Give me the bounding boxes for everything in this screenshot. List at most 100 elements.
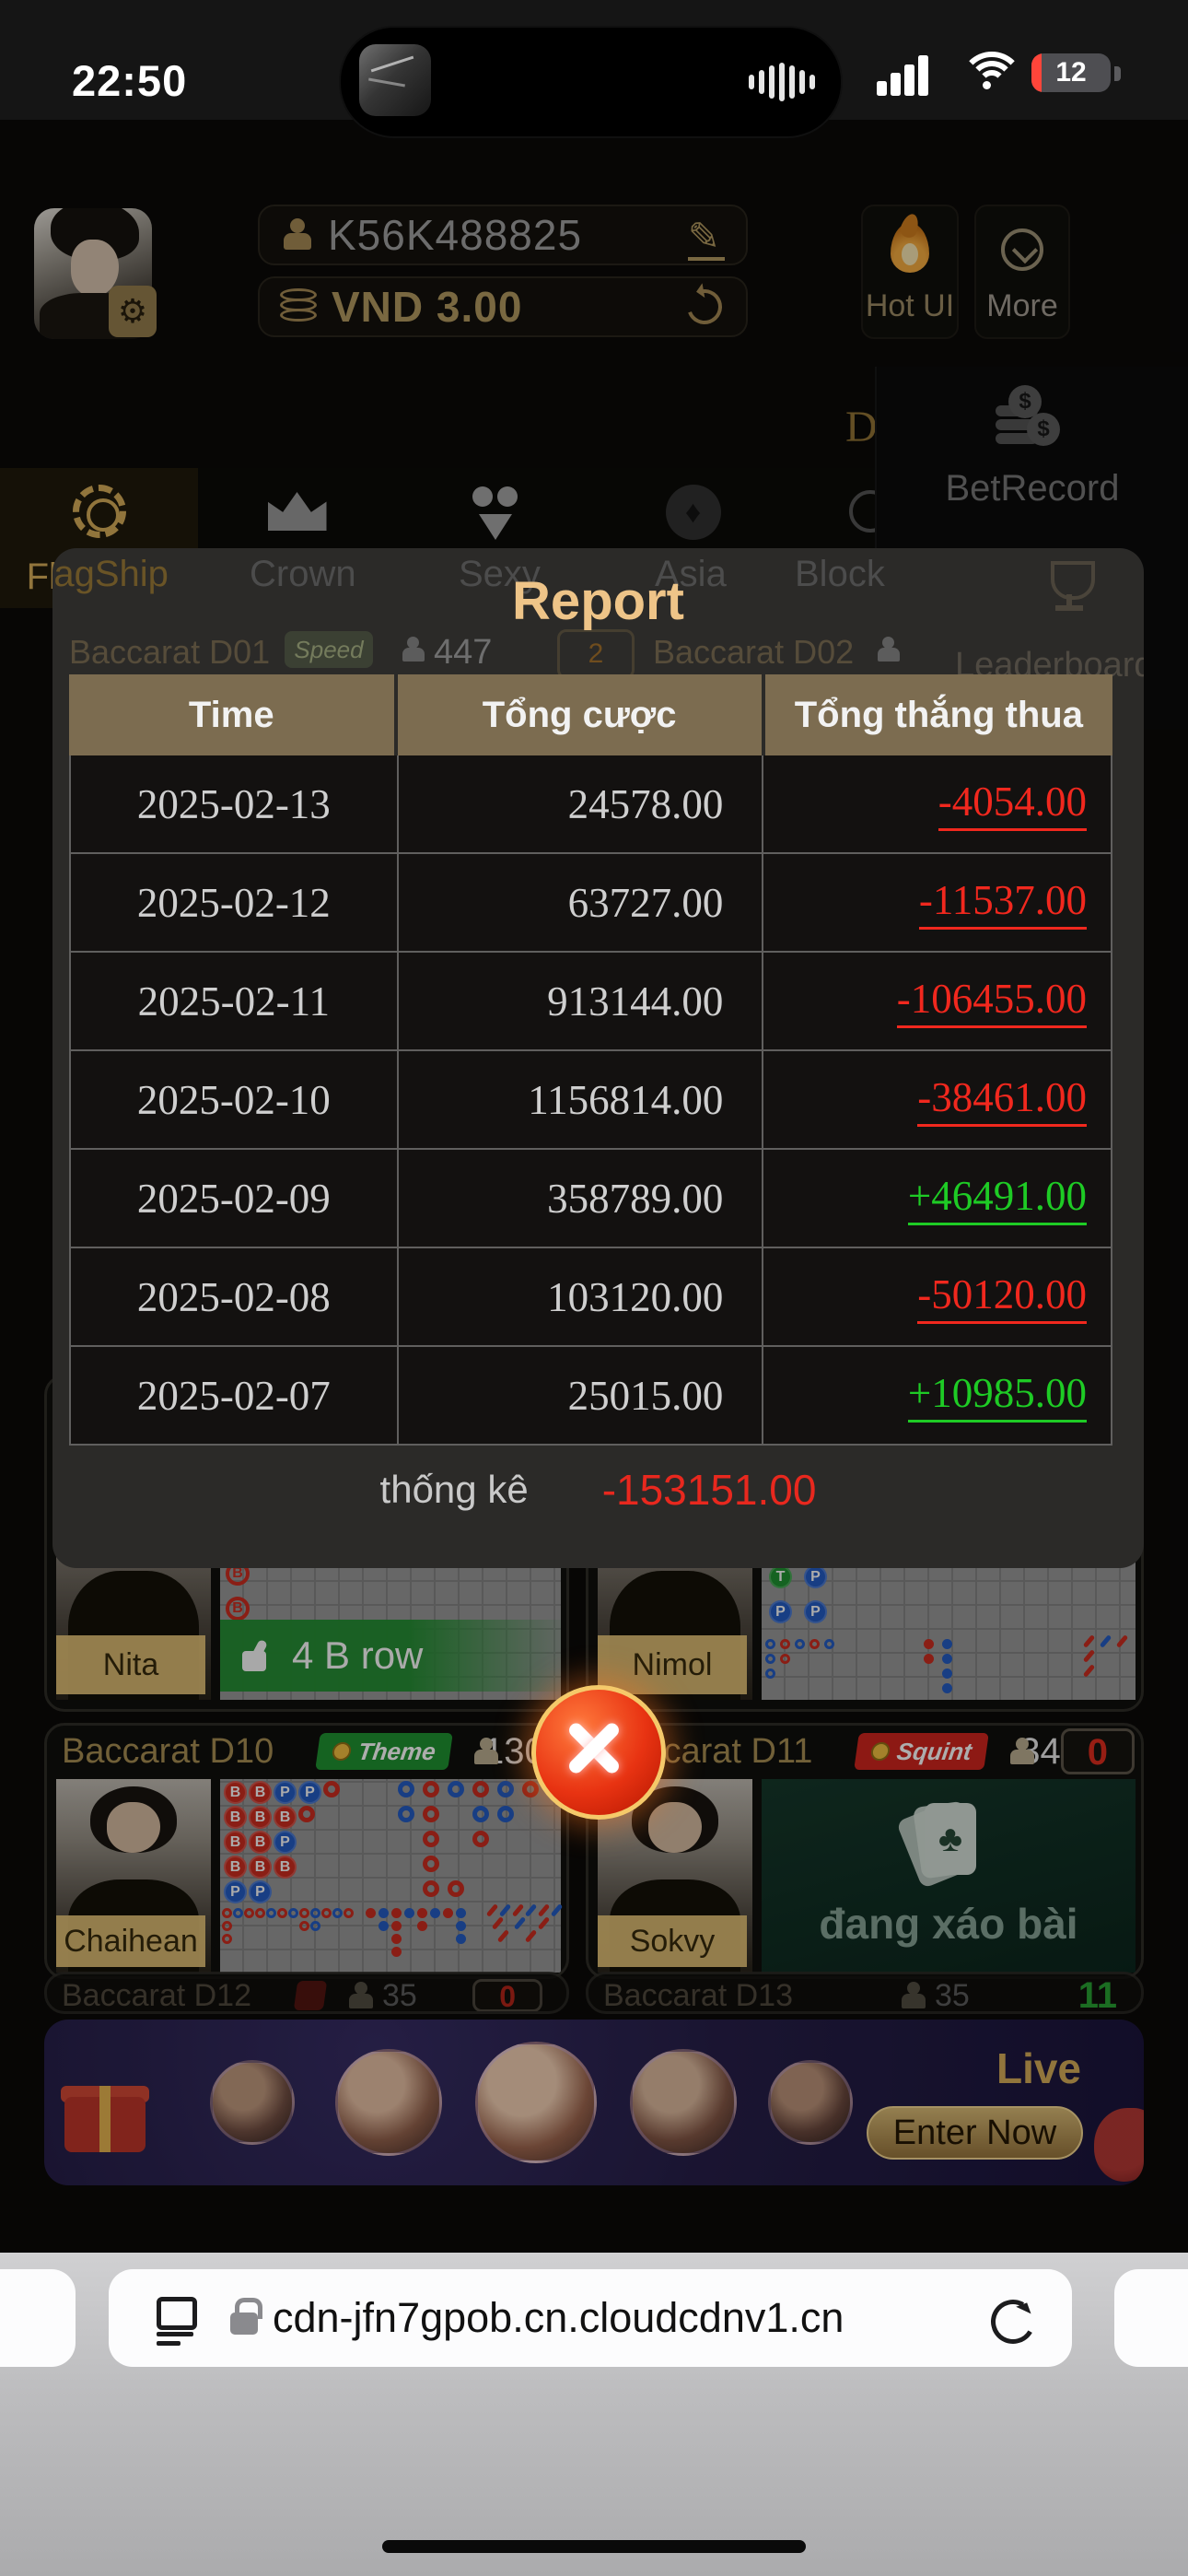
road-bead [448, 1880, 464, 1897]
road-bead [472, 1781, 489, 1797]
lock-icon [230, 2298, 262, 2338]
road-bead [1082, 1634, 1096, 1648]
more-button[interactable]: More [974, 205, 1070, 339]
balance-amount: VND 3.00 [332, 283, 523, 331]
url-text: cdn-jfn7gpob.cn.cloudcdnv1.cn [273, 2294, 844, 2341]
report-date: 2025-02-11 [137, 978, 330, 1025]
ghost-table-name: Baccarat D02 [653, 633, 855, 671]
safari-bottom-bar: cdn-jfn7gpob.cn.cloudcdnv1.cn [0, 2253, 1188, 2576]
road-bead: B [249, 1856, 272, 1879]
hot-ui-label: Hot UI [865, 288, 955, 323]
report-total-bet: 358789.00 [396, 1150, 763, 1247]
username: K56K488825 [328, 211, 583, 259]
next-tab-stub[interactable] [1114, 2269, 1188, 2367]
report-date: 2025-02-09 [136, 1175, 331, 1222]
username-field: K56K488825 ✎ [258, 205, 748, 265]
report-date: 2025-02-08 [136, 1273, 331, 1320]
road-bead [537, 1916, 551, 1930]
road-bead [423, 1880, 439, 1897]
road-bead: P [804, 1600, 827, 1623]
road-bead [379, 1908, 389, 1918]
address-bar[interactable]: cdn-jfn7gpob.cn.cloudcdnv1.cn [109, 2269, 1072, 2367]
hot-ui-button[interactable]: Hot UI [861, 205, 959, 339]
clock: 22:50 [72, 56, 188, 105]
road-bead [391, 1947, 402, 1957]
enter-now-button[interactable]: Enter Now [867, 2106, 1083, 2160]
road-bead [417, 1921, 427, 1931]
report-row: 2025-02-09 358789.00 +46491.00 [69, 1150, 1112, 1248]
badge-icon [331, 1742, 353, 1761]
road-bead [491, 1916, 505, 1930]
road-bead [497, 1806, 514, 1822]
close-button[interactable] [531, 1685, 666, 1820]
squint-badge: Squint [854, 1733, 990, 1770]
audio-waveform-icon [749, 28, 815, 136]
reload-icon[interactable] [985, 2294, 1041, 2349]
column-header-win-loss: Tổng thắng thua [761, 674, 1112, 755]
report-total-bet: 103120.00 [396, 1248, 763, 1345]
dealer-name: Chaihean [56, 1915, 205, 1967]
settings-gear-icon[interactable]: ⚙ [109, 286, 157, 337]
road-bead [266, 1908, 276, 1918]
game-card-header: Baccarat D11 Squint 34 0 [588, 1726, 1141, 1777]
ghost-players-icon [402, 637, 425, 662]
report-total-bet: 25015.00 [396, 1347, 763, 1444]
hostess-avatar [768, 2060, 853, 2145]
report-win-loss: -38461.00 [762, 1051, 1111, 1148]
road-bead [765, 1669, 775, 1679]
road-bead: T [769, 1565, 792, 1588]
road-bead [824, 1639, 834, 1649]
road-bead [456, 1908, 466, 1918]
game-card-baccarat-d11[interactable]: Baccarat D11 Squint 34 0 ♣ đang xáo bài … [586, 1723, 1144, 1979]
flame-icon [891, 223, 929, 273]
road-bead: B [274, 1806, 297, 1829]
hostess-avatar [630, 2049, 737, 2156]
dealer-name: Nimol [598, 1635, 747, 1694]
game-card-baccarat-d12[interactable]: Baccarat D12 35 0 [44, 1972, 569, 2014]
ghost-speed-badge: Speed [285, 631, 373, 668]
road-bead [299, 1908, 309, 1918]
road-bead [423, 1781, 439, 1797]
road-bead [795, 1639, 805, 1649]
report-win-loss: -50120.00 [762, 1248, 1111, 1345]
road-bead: B [224, 1856, 247, 1879]
refresh-balance-icon[interactable] [681, 283, 728, 331]
poker-chip-icon [72, 485, 126, 538]
road-bead: P [804, 1565, 827, 1588]
reader-icon[interactable] [157, 2297, 197, 2346]
road-bead [485, 1903, 499, 1917]
ghost-player-count: 447 [434, 633, 493, 672]
road-bead [423, 1806, 439, 1822]
ghost-tab: Crown [250, 554, 356, 594]
thumbs-up-icon [242, 1638, 275, 1671]
road-bead [942, 1654, 952, 1664]
road-bead [924, 1654, 934, 1664]
road-bead [310, 1908, 320, 1918]
report-date: 2025-02-12 [136, 879, 331, 926]
bikini-icon [467, 486, 524, 545]
road-bead [497, 1781, 514, 1797]
road-bead [332, 1908, 343, 1918]
game-card-baccarat-d10[interactable]: Baccarat D10 Theme 130 23 BBPPBBBBBPBBBP… [44, 1723, 569, 1979]
road-bead [1082, 1664, 1096, 1678]
dynamic-island[interactable] [339, 26, 843, 138]
road-bead [244, 1908, 254, 1918]
now-playing-thumbnail[interactable] [359, 44, 431, 116]
road-bead: P [274, 1831, 297, 1854]
menu-item-bet-record[interactable]: $ $ BetRecord [877, 385, 1188, 509]
live-promo-banner[interactable]: Live Enter Now [44, 2020, 1144, 2185]
report-win-loss: +10985.00 [762, 1347, 1111, 1444]
report-table: Time Tổng cược Tổng thắng thua 2025-02-1… [69, 674, 1112, 1446]
road-bead [456, 1934, 466, 1944]
road-bead [472, 1806, 489, 1822]
home-indicator[interactable] [382, 2540, 806, 2553]
road-bead [942, 1639, 952, 1649]
previous-tab-stub[interactable] [0, 2269, 76, 2367]
game-card-baccarat-d13[interactable]: Baccarat D13 35 11 [586, 1972, 1144, 2014]
report-date: 2025-02-10 [136, 1076, 331, 1123]
road-bead [498, 1903, 512, 1917]
avatar[interactable] [34, 208, 152, 339]
background-text-fragment: D [845, 403, 878, 451]
badge [293, 1981, 328, 2010]
edit-username-icon[interactable]: ✎ [687, 215, 726, 261]
